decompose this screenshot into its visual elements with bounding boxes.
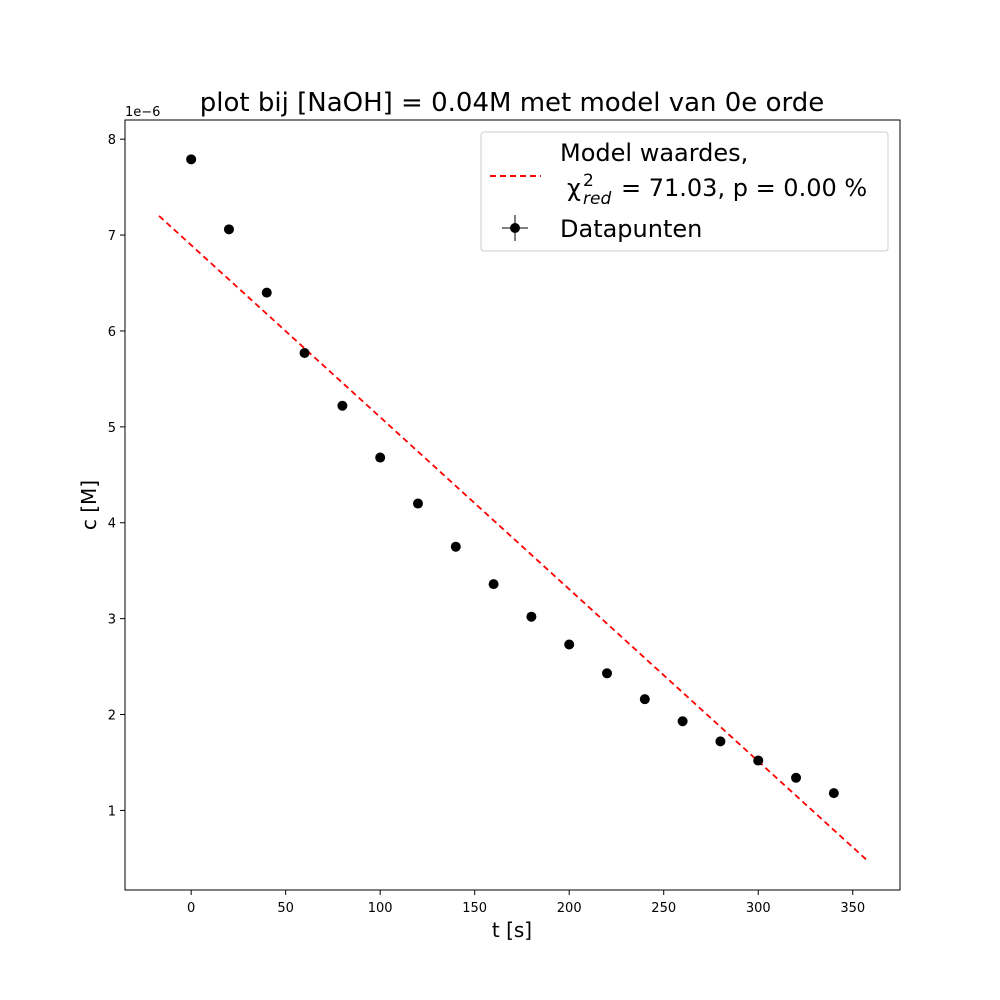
y-tick-label: 4: [108, 517, 116, 532]
y-tick-label: 1: [108, 804, 116, 819]
x-tick-label: 150: [462, 901, 487, 916]
y-axis-label: c [M]: [77, 480, 101, 530]
data-point: [753, 755, 764, 766]
legend-model-stats: = 71.03, p = 0.00 %: [621, 174, 867, 202]
data-point: [488, 579, 499, 590]
y-ticks: 1 2 3 4 5 6 7 8: [108, 133, 125, 819]
x-tick-label: 50: [277, 901, 294, 916]
data-point: [299, 348, 310, 359]
legend-box: [480, 131, 889, 252]
x-axis-label: t [s]: [492, 918, 532, 942]
x-tick-label: 350: [840, 901, 865, 916]
data-point: [526, 611, 537, 622]
x-tick-label: 300: [746, 901, 771, 916]
data-point: [261, 287, 272, 298]
data-point: [223, 224, 234, 235]
x-tick-label: 0: [187, 901, 195, 916]
y-offset-label: 1e−6: [125, 105, 160, 120]
data-point: [450, 541, 461, 552]
data-point: [602, 668, 613, 679]
data-point: [677, 716, 688, 727]
legend-chi-symbol: χ: [567, 174, 581, 202]
data-point: [791, 772, 802, 783]
data-point: [186, 154, 197, 165]
plot-area: [158, 154, 867, 860]
axes-frame: [124, 119, 901, 891]
legend-data-marker: [510, 223, 520, 233]
y-tick-label: 6: [108, 325, 116, 340]
legend: Model waardes, χ 2 red = 71.03, p = 0.00…: [480, 131, 889, 252]
legend-chi-subscript: red: [583, 189, 611, 209]
y-tick-label: 3: [108, 613, 116, 628]
data-point: [375, 452, 386, 463]
x-tick-label: 100: [368, 901, 393, 916]
y-tick-label: 7: [108, 229, 116, 244]
x-ticks: 0 50 100 150 200 250 300 350: [187, 890, 865, 916]
data-point: [715, 736, 726, 747]
legend-model-label: Model waardes,: [560, 139, 748, 167]
y-tick-label: 8: [108, 133, 116, 148]
data-point: [564, 639, 575, 650]
legend-data-label: Datapunten: [560, 215, 702, 243]
x-tick-label: 200: [557, 901, 582, 916]
y-tick-label: 2: [108, 709, 116, 724]
data-point: [828, 788, 839, 799]
data-point: [639, 694, 650, 705]
chart-title: plot bij [NaOH] = 0.04M met model van 0e…: [200, 88, 824, 118]
data-point: [337, 400, 348, 411]
x-tick-label: 250: [651, 901, 676, 916]
data-point: [412, 498, 423, 509]
y-tick-label: 5: [108, 421, 116, 436]
legend-chi-superscript: 2: [583, 171, 594, 191]
